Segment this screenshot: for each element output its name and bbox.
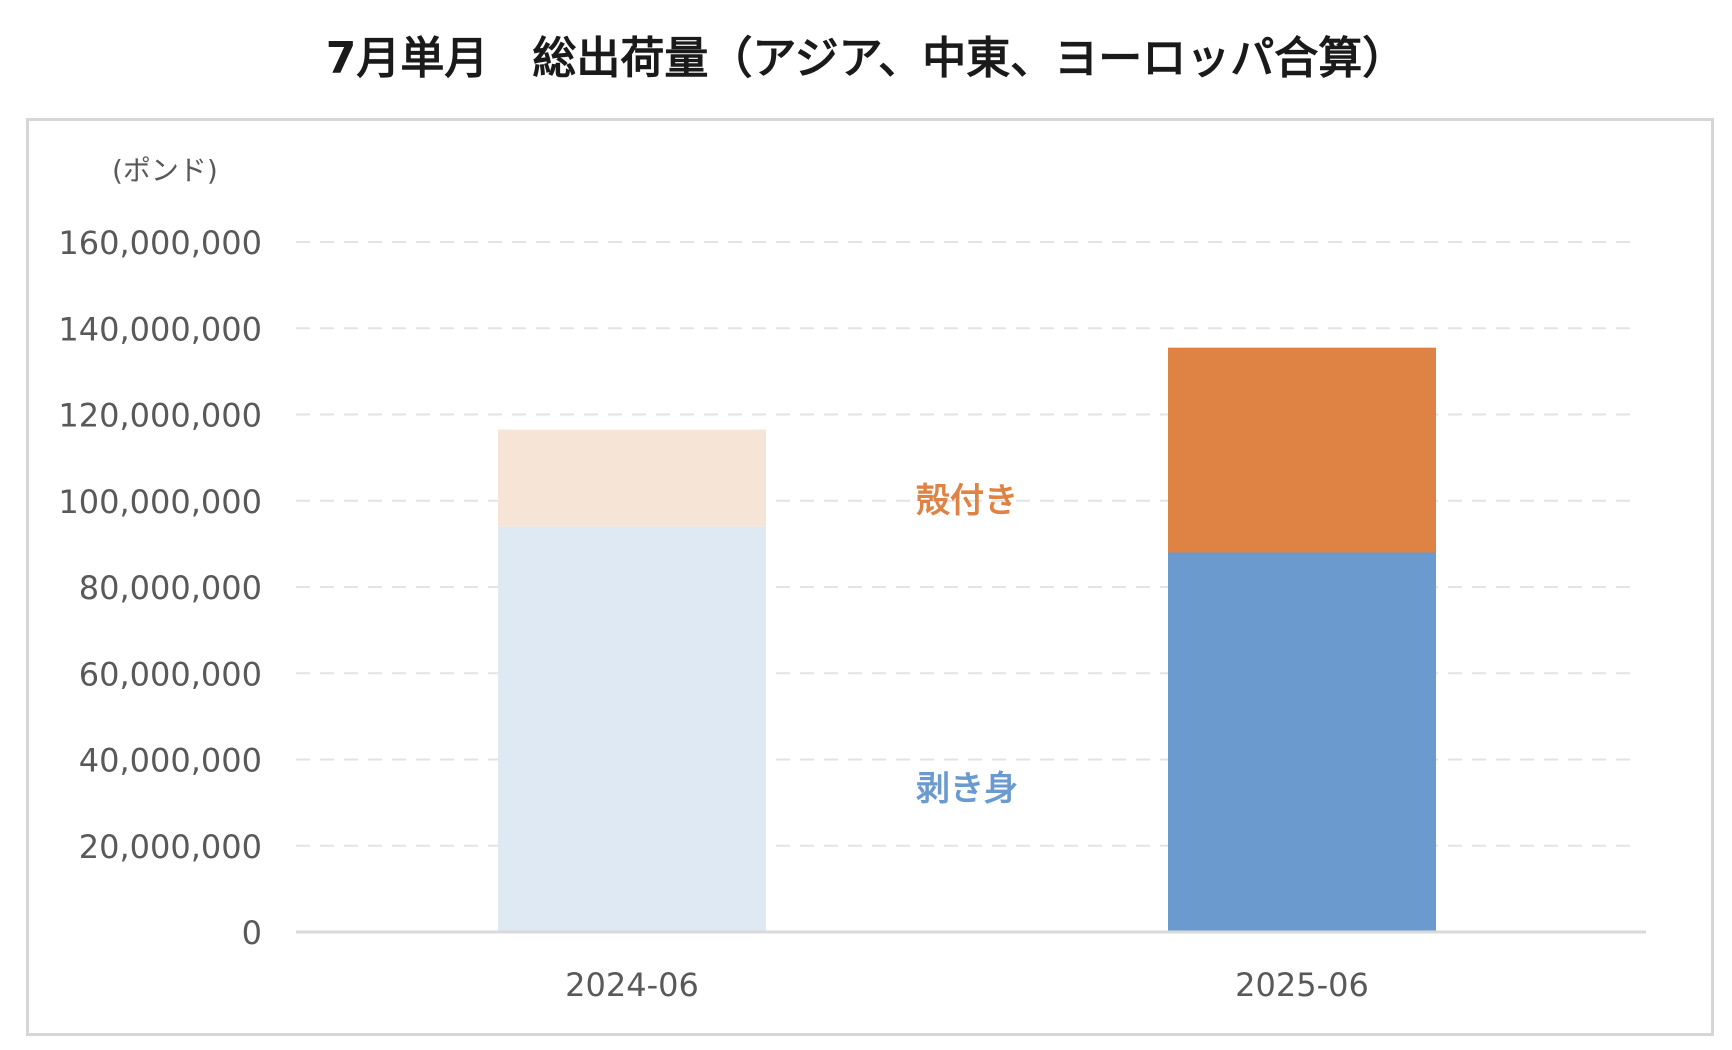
- page-title: 7月単月 総出荷量（アジア、中東、ヨーロッパ合算）: [325, 33, 1407, 84]
- series-label: 剥き身: [916, 769, 1018, 809]
- y-tick-label: 20,000,000: [79, 828, 262, 866]
- bar-segment: [498, 526, 766, 932]
- series-label: 殻付き: [916, 481, 1018, 521]
- y-tick-label: 60,000,000: [79, 655, 262, 693]
- y-tick-label: 160,000,000: [58, 224, 262, 262]
- y-axis-label: (ポンド): [112, 154, 218, 187]
- y-tick-label: 40,000,000: [79, 742, 262, 780]
- y-tick-label: 100,000,000: [58, 483, 262, 521]
- y-tick-label: 120,000,000: [58, 397, 262, 435]
- x-tick-label: 2025-06: [1235, 966, 1369, 1004]
- bar-segment: [1168, 347, 1436, 553]
- y-tick-label: 80,000,000: [79, 569, 262, 607]
- y-tick-label: 140,000,000: [58, 310, 262, 348]
- bar-segment: [1168, 552, 1436, 932]
- bar-segment: [498, 429, 766, 527]
- y-tick-label: 0: [242, 914, 262, 952]
- x-tick-label: 2024-06: [565, 966, 699, 1004]
